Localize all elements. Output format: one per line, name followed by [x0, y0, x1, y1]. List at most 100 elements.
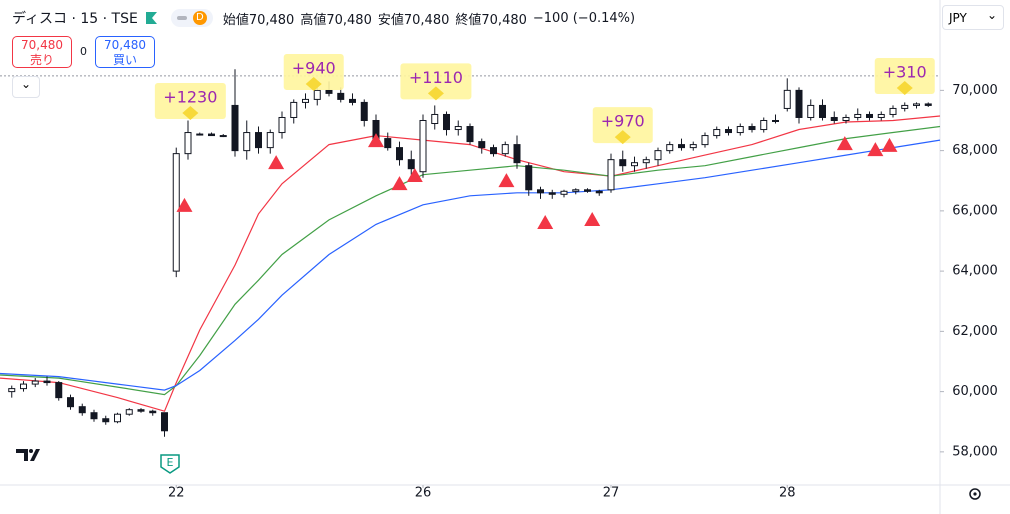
callout-pointer [305, 77, 322, 92]
callout-label: +1110 [409, 68, 463, 87]
legend-label: 始値 [222, 12, 249, 28]
candle-body [901, 104, 909, 109]
callout-label: +310 [883, 62, 927, 81]
candle-body [924, 103, 932, 106]
candle-body [360, 101, 368, 121]
y-tick-label: 66,000 [952, 203, 998, 218]
candle-body [572, 189, 580, 192]
collapse-button[interactable]: ⌄ [12, 76, 40, 98]
legend-item: 高値70,480 [300, 9, 372, 28]
candle-body [913, 103, 920, 106]
candle-body [43, 380, 51, 384]
callout-label: +1230 [163, 87, 217, 106]
candle-body [654, 150, 662, 161]
buy-button[interactable]: 70,480 買い [95, 36, 155, 68]
candle-body [278, 116, 286, 134]
candle-body [525, 165, 533, 191]
candle-body [161, 412, 168, 432]
legend-value: 70,480 [481, 12, 527, 28]
candle-body [560, 190, 568, 195]
legend-label: 高値 [300, 12, 327, 28]
candle-body [219, 135, 227, 138]
signal-marker [498, 173, 515, 188]
spread: 0 [80, 45, 87, 58]
change: −100 (−0.14%) [532, 10, 636, 26]
candle-body [537, 189, 544, 194]
sell-button[interactable]: 70,480 売り [12, 36, 72, 68]
callout-label: +940 [292, 59, 336, 78]
logo-dot [29, 449, 33, 453]
candle-body [31, 380, 39, 385]
candle-body [90, 412, 98, 420]
callout-box [874, 57, 935, 94]
candle-body [795, 89, 803, 118]
signal-marker [584, 212, 601, 227]
callout-pointer [896, 80, 913, 95]
flag-icon[interactable] [145, 12, 157, 24]
callout-box [154, 82, 226, 119]
signal-marker [867, 142, 884, 157]
y-tick-label: 60,000 [952, 384, 998, 399]
candle-body [807, 104, 815, 118]
buy-price: 70,480 [104, 38, 146, 52]
legend-item: 安値70,480 [378, 9, 450, 28]
candle-body [149, 410, 157, 414]
status-pill[interactable]: D [170, 9, 213, 27]
earnings-label: E [167, 456, 174, 469]
badge: D [192, 11, 207, 25]
sell-price: 70,480 [21, 38, 63, 52]
candle-body [490, 147, 497, 155]
legend-item: 終値70,480 [455, 9, 527, 28]
currency-select[interactable]: JPY [942, 3, 1004, 30]
candle-body [337, 92, 345, 100]
signal-marker [268, 155, 285, 170]
y-tick-label: 62,000 [952, 324, 998, 339]
candle-body [725, 129, 732, 134]
callout-box [400, 63, 472, 100]
candle-body [55, 382, 63, 399]
x-tick-label: 28 [779, 486, 796, 501]
candle-body [290, 101, 298, 118]
callout-pointer [614, 130, 631, 145]
legend-value: 70,480 [326, 12, 372, 28]
moving-average [0, 125, 941, 396]
sell-label: 売り [29, 53, 54, 67]
candle-body [678, 144, 685, 149]
signal-marker [406, 168, 423, 183]
candle-body [713, 129, 721, 137]
status-dot [176, 16, 187, 20]
candle-body [607, 159, 615, 191]
candle-body [407, 159, 415, 170]
signal-marker [537, 215, 554, 230]
candle-body [854, 113, 862, 118]
candle-body [819, 104, 826, 118]
symbol[interactable]: ディスコ · 15 · TSE [12, 11, 138, 27]
moving-average [0, 139, 941, 391]
candle-body [595, 190, 603, 194]
candle-body [772, 119, 779, 122]
buy-label: 買い [112, 53, 137, 67]
y-tick-label: 70,000 [952, 83, 998, 98]
candle-body [231, 104, 239, 152]
signal-marker [836, 136, 853, 151]
y-tick-label: 68,000 [952, 143, 998, 158]
candle-body [137, 409, 145, 412]
earnings-marker [160, 454, 180, 474]
candle-body [20, 383, 27, 390]
candle-body [184, 132, 192, 155]
candle-body [67, 397, 74, 408]
legend-value: 70,480 [248, 12, 295, 28]
candle-body [384, 138, 392, 149]
signal-marker [881, 137, 898, 152]
candle-body [196, 133, 204, 136]
callout-box [283, 54, 344, 91]
candle-body [842, 116, 850, 121]
candle-body [114, 413, 121, 423]
candle-body [255, 132, 262, 149]
candle-body [443, 113, 450, 131]
candle-body [666, 144, 674, 152]
candle-body [102, 418, 110, 423]
y-tick-label: 58,000 [952, 444, 998, 459]
candle-body [325, 89, 333, 94]
callout-pointer [182, 105, 199, 120]
